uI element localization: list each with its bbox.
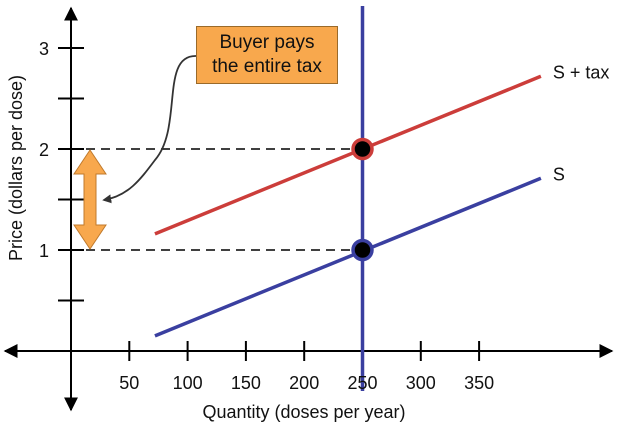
supply-plus-tax-line (154, 74, 542, 236)
series-label-s: S (553, 164, 565, 184)
supply-line (154, 176, 542, 338)
x-tick-label: 150 (231, 373, 261, 393)
equilibrium-point (351, 137, 374, 161)
y-tick-label: 2 (39, 140, 49, 160)
tax-range-arrow (73, 149, 107, 250)
y-axis-label: Price (dollars per dose) (6, 75, 26, 261)
x-tick-label: 100 (173, 373, 203, 393)
equilibrium-point (351, 238, 374, 262)
annotation-line-2: the entire tax (212, 56, 322, 77)
x-tick-label: 250 (347, 373, 377, 393)
y-tick-label: 3 (39, 39, 49, 59)
x-axis-label: Quantity (doses per year) (202, 402, 405, 422)
annotation-callout: Buyer pays the entire tax (196, 26, 338, 84)
annotation-line-1: Buyer pays (219, 32, 315, 53)
annotation-pointer-arrow (102, 55, 197, 204)
y-tick-label: 1 (39, 241, 49, 261)
x-tick-label: 200 (289, 373, 319, 393)
x-tick-label: 50 (119, 373, 139, 393)
x-tick-label: 300 (406, 373, 436, 393)
x-tick-label: 350 (464, 373, 494, 393)
series-label-s-plus-tax: S + tax (553, 62, 610, 82)
